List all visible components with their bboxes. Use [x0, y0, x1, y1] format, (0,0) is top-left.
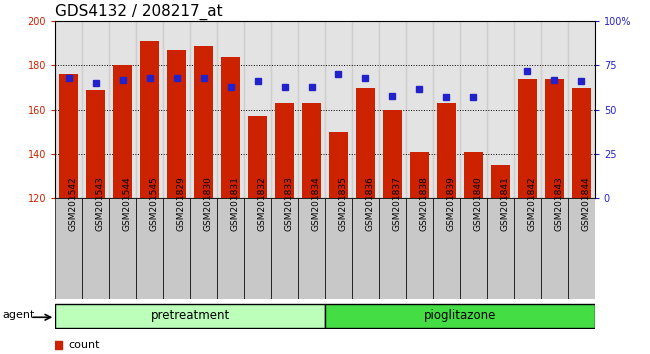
FancyBboxPatch shape — [541, 198, 568, 299]
Bar — [217, 21, 244, 198]
Bar — [379, 21, 406, 198]
Text: pioglitazone: pioglitazone — [424, 309, 496, 322]
FancyBboxPatch shape — [271, 198, 298, 299]
FancyBboxPatch shape — [109, 198, 136, 299]
Text: GSM201834: GSM201834 — [311, 176, 320, 231]
Text: count: count — [69, 340, 100, 350]
Bar — [487, 21, 514, 198]
Bar — [433, 21, 460, 198]
Text: pretreatment: pretreatment — [151, 309, 229, 322]
Text: GSM201832: GSM201832 — [257, 176, 266, 231]
Bar — [86, 90, 105, 198]
Bar — [518, 79, 537, 198]
Bar — [514, 21, 541, 198]
FancyBboxPatch shape — [352, 198, 379, 299]
Bar — [244, 21, 271, 198]
Text: GSM201833: GSM201833 — [285, 176, 294, 231]
Bar — [109, 21, 136, 198]
Bar — [491, 165, 510, 198]
Text: GSM201542: GSM201542 — [69, 176, 78, 230]
Bar — [325, 21, 352, 198]
FancyBboxPatch shape — [217, 198, 244, 299]
FancyBboxPatch shape — [568, 198, 595, 299]
FancyBboxPatch shape — [406, 198, 433, 299]
Bar — [59, 74, 78, 198]
Bar — [302, 103, 321, 198]
Bar — [329, 132, 348, 198]
Text: GSM201544: GSM201544 — [123, 176, 132, 230]
Text: GSM201835: GSM201835 — [339, 176, 348, 231]
Text: GSM201839: GSM201839 — [447, 176, 456, 231]
Bar — [113, 65, 132, 198]
Bar — [437, 103, 456, 198]
Bar — [410, 152, 429, 198]
Bar — [271, 21, 298, 198]
Text: GSM201842: GSM201842 — [527, 176, 536, 230]
Bar — [568, 21, 595, 198]
Bar — [383, 110, 402, 198]
FancyBboxPatch shape — [190, 198, 217, 299]
Bar — [55, 21, 83, 198]
FancyBboxPatch shape — [244, 198, 271, 299]
Text: GSM201831: GSM201831 — [231, 176, 240, 231]
Text: GSM201829: GSM201829 — [177, 176, 186, 231]
FancyBboxPatch shape — [163, 198, 190, 299]
Bar — [464, 152, 483, 198]
Bar — [248, 116, 267, 198]
Text: GSM201836: GSM201836 — [365, 176, 374, 231]
Text: GSM201545: GSM201545 — [150, 176, 159, 231]
Text: agent: agent — [3, 310, 35, 320]
Bar — [572, 88, 591, 198]
Text: GSM201844: GSM201844 — [581, 176, 590, 230]
FancyBboxPatch shape — [325, 198, 352, 299]
Bar — [163, 21, 190, 198]
FancyBboxPatch shape — [487, 198, 514, 299]
FancyBboxPatch shape — [379, 198, 406, 299]
Bar — [406, 21, 433, 198]
FancyBboxPatch shape — [136, 198, 163, 299]
Text: GSM201838: GSM201838 — [419, 176, 428, 231]
Text: GSM201830: GSM201830 — [203, 176, 213, 231]
FancyBboxPatch shape — [298, 198, 325, 299]
Bar — [221, 57, 240, 198]
Text: GSM201543: GSM201543 — [96, 176, 105, 231]
Text: GSM201843: GSM201843 — [554, 176, 564, 231]
Bar — [298, 21, 325, 198]
Text: GSM201837: GSM201837 — [393, 176, 402, 231]
Bar — [356, 88, 375, 198]
Bar — [167, 50, 186, 198]
Text: GSM201840: GSM201840 — [473, 176, 482, 231]
FancyBboxPatch shape — [514, 198, 541, 299]
FancyBboxPatch shape — [55, 198, 82, 299]
FancyBboxPatch shape — [433, 198, 460, 299]
FancyBboxPatch shape — [55, 304, 325, 328]
Bar — [140, 41, 159, 198]
Bar — [82, 21, 109, 198]
Bar — [545, 79, 564, 198]
Text: GDS4132 / 208217_at: GDS4132 / 208217_at — [55, 4, 223, 20]
FancyBboxPatch shape — [82, 198, 109, 299]
Bar — [194, 46, 213, 198]
Text: GSM201841: GSM201841 — [500, 176, 510, 231]
Bar — [352, 21, 379, 198]
Bar — [460, 21, 487, 198]
Bar — [275, 103, 294, 198]
Bar — [190, 21, 217, 198]
Bar — [541, 21, 568, 198]
FancyBboxPatch shape — [460, 198, 487, 299]
FancyBboxPatch shape — [325, 304, 595, 328]
Bar — [136, 21, 163, 198]
